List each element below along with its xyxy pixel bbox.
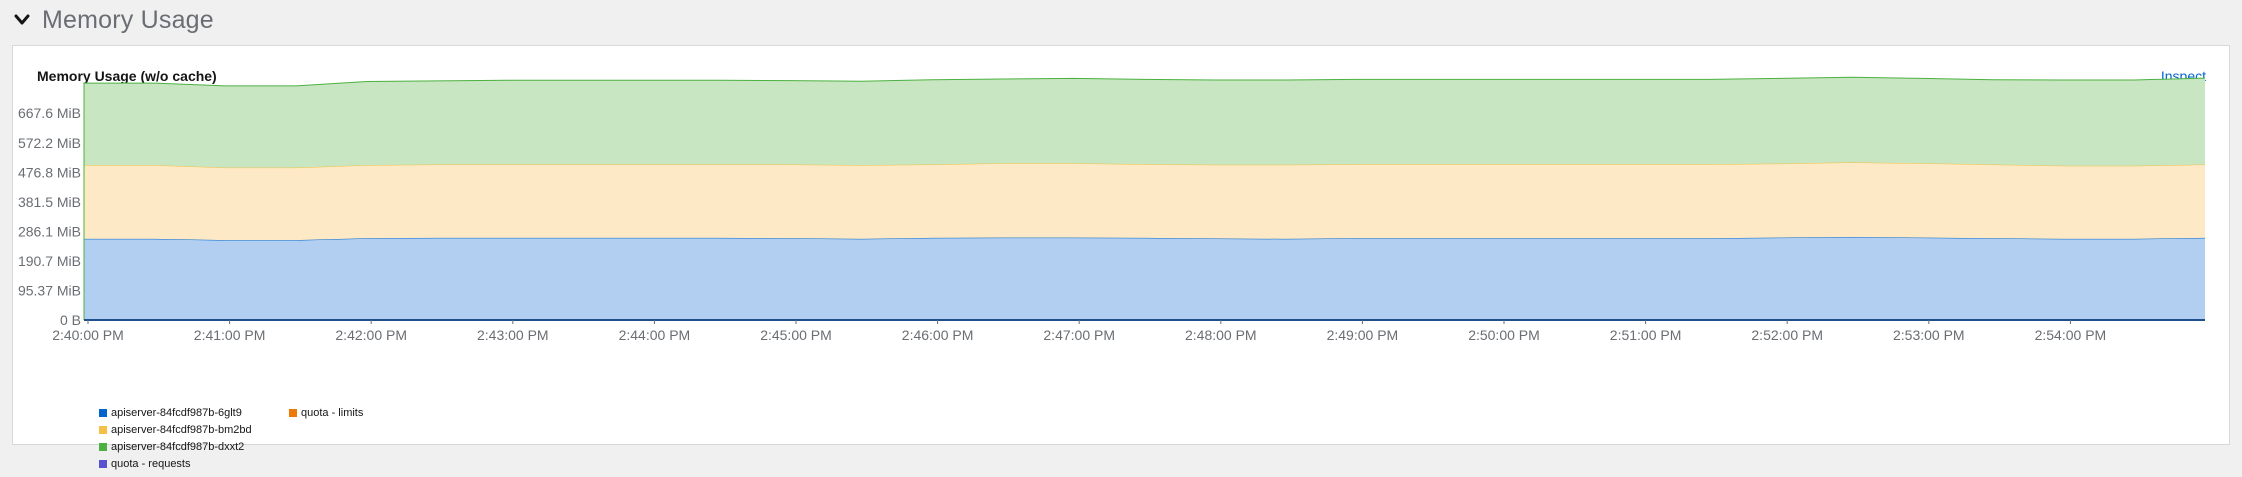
- x-tick-label: 2:43:00 PM: [477, 327, 549, 343]
- y-tick-label: 476.8 MiB: [18, 164, 81, 180]
- legend-swatch: [99, 460, 107, 468]
- legend-swatch: [289, 409, 297, 417]
- y-tick-label: 572.2 MiB: [18, 135, 81, 151]
- legend-swatch: [99, 409, 107, 417]
- x-tick-label: 2:51:00 PM: [1610, 327, 1682, 343]
- legend-label: apiserver-84fcdf987b-6glt9: [111, 407, 242, 419]
- legend-swatch: [99, 443, 107, 451]
- x-tick-label: 2:52:00 PM: [1751, 327, 1823, 343]
- series-area-dxxt2-line: [84, 76, 2206, 87]
- y-tick-label: 286.1 MiB: [18, 223, 81, 239]
- x-tick-label: 2:54:00 PM: [2035, 327, 2107, 343]
- chart-card: Memory Usage (w/o cache) Inspect 0 B 95.3…: [12, 45, 2230, 470]
- section-title: Memory Usage: [42, 5, 214, 34]
- x-tick-label: 2:48:00 PM: [1185, 327, 1257, 343]
- x-tick-label: 2:41:00 PM: [194, 327, 266, 343]
- x-tick-label: 2:46:00 PM: [902, 327, 974, 343]
- x-tick-label: 2:45:00 PM: [760, 327, 832, 343]
- legend-item: apiserver-84fcdf987b-bm2bd: [99, 424, 252, 436]
- legend-item: quota - requests: [99, 458, 191, 470]
- chart-areas: [83, 76, 2206, 321]
- legend-swatch: [99, 426, 107, 434]
- x-tick-label: 2:49:00 PM: [1327, 327, 1399, 343]
- legend-label: apiserver-84fcdf987b-bm2bd: [111, 424, 252, 436]
- y-tick-label: 0 B: [60, 312, 81, 328]
- legend-label: quota - requests: [111, 458, 191, 470]
- series-area-6glt9: [84, 237, 2205, 320]
- x-tick-label: 2:47:00 PM: [1043, 327, 1115, 343]
- legend-item: quota - limits: [289, 407, 363, 419]
- legend-label: apiserver-84fcdf987b-dxxt2: [111, 441, 245, 453]
- y-tick-label: 381.5 MiB: [18, 194, 81, 210]
- y-tick-label: 95.37 MiB: [18, 282, 81, 298]
- y-tick-label: 667.6 MiB: [18, 105, 81, 121]
- section-header[interactable]: Memory Usage: [14, 2, 214, 38]
- x-tick-label: 2:50:00 PM: [1468, 327, 1540, 343]
- series-area-dxxt2: [84, 77, 2205, 168]
- chart-title: Memory Usage (w/o cache): [37, 68, 217, 84]
- legend-item: apiserver-84fcdf987b-dxxt2: [99, 441, 244, 453]
- legend-label: quota - limits: [301, 407, 364, 419]
- y-tick-label: 190.7 MiB: [18, 253, 81, 269]
- chart-legend: apiserver-84fcdf987b-6glt9 apiserver-84fc…: [99, 407, 499, 477]
- x-axis-ticks: 2:40:00 PM 2:41:00 PM 2:42:00 PM 2:43:00 PM…: [52, 320, 2106, 343]
- series-area-bm2bd: [84, 162, 2205, 241]
- x-tick-label: 2:42:00 PM: [335, 327, 407, 343]
- legend-item: apiserver-84fcdf987b-6glt9: [99, 407, 242, 419]
- x-tick-label: 2:44:00 PM: [619, 327, 691, 343]
- x-tick-label: 2:40:00 PM: [52, 327, 124, 343]
- memory-usage-chart: 0 B 95.37 MiB 190.7 MiB 286.1 MiB 381.5 MiB 4…: [18, 76, 2206, 343]
- chevron-down-icon[interactable]: [14, 14, 30, 26]
- x-tick-label: 2:53:00 PM: [1893, 327, 1965, 343]
- y-axis-ticks: 0 B 95.37 MiB 190.7 MiB 286.1 MiB 381.5 MiB 4…: [18, 105, 81, 328]
